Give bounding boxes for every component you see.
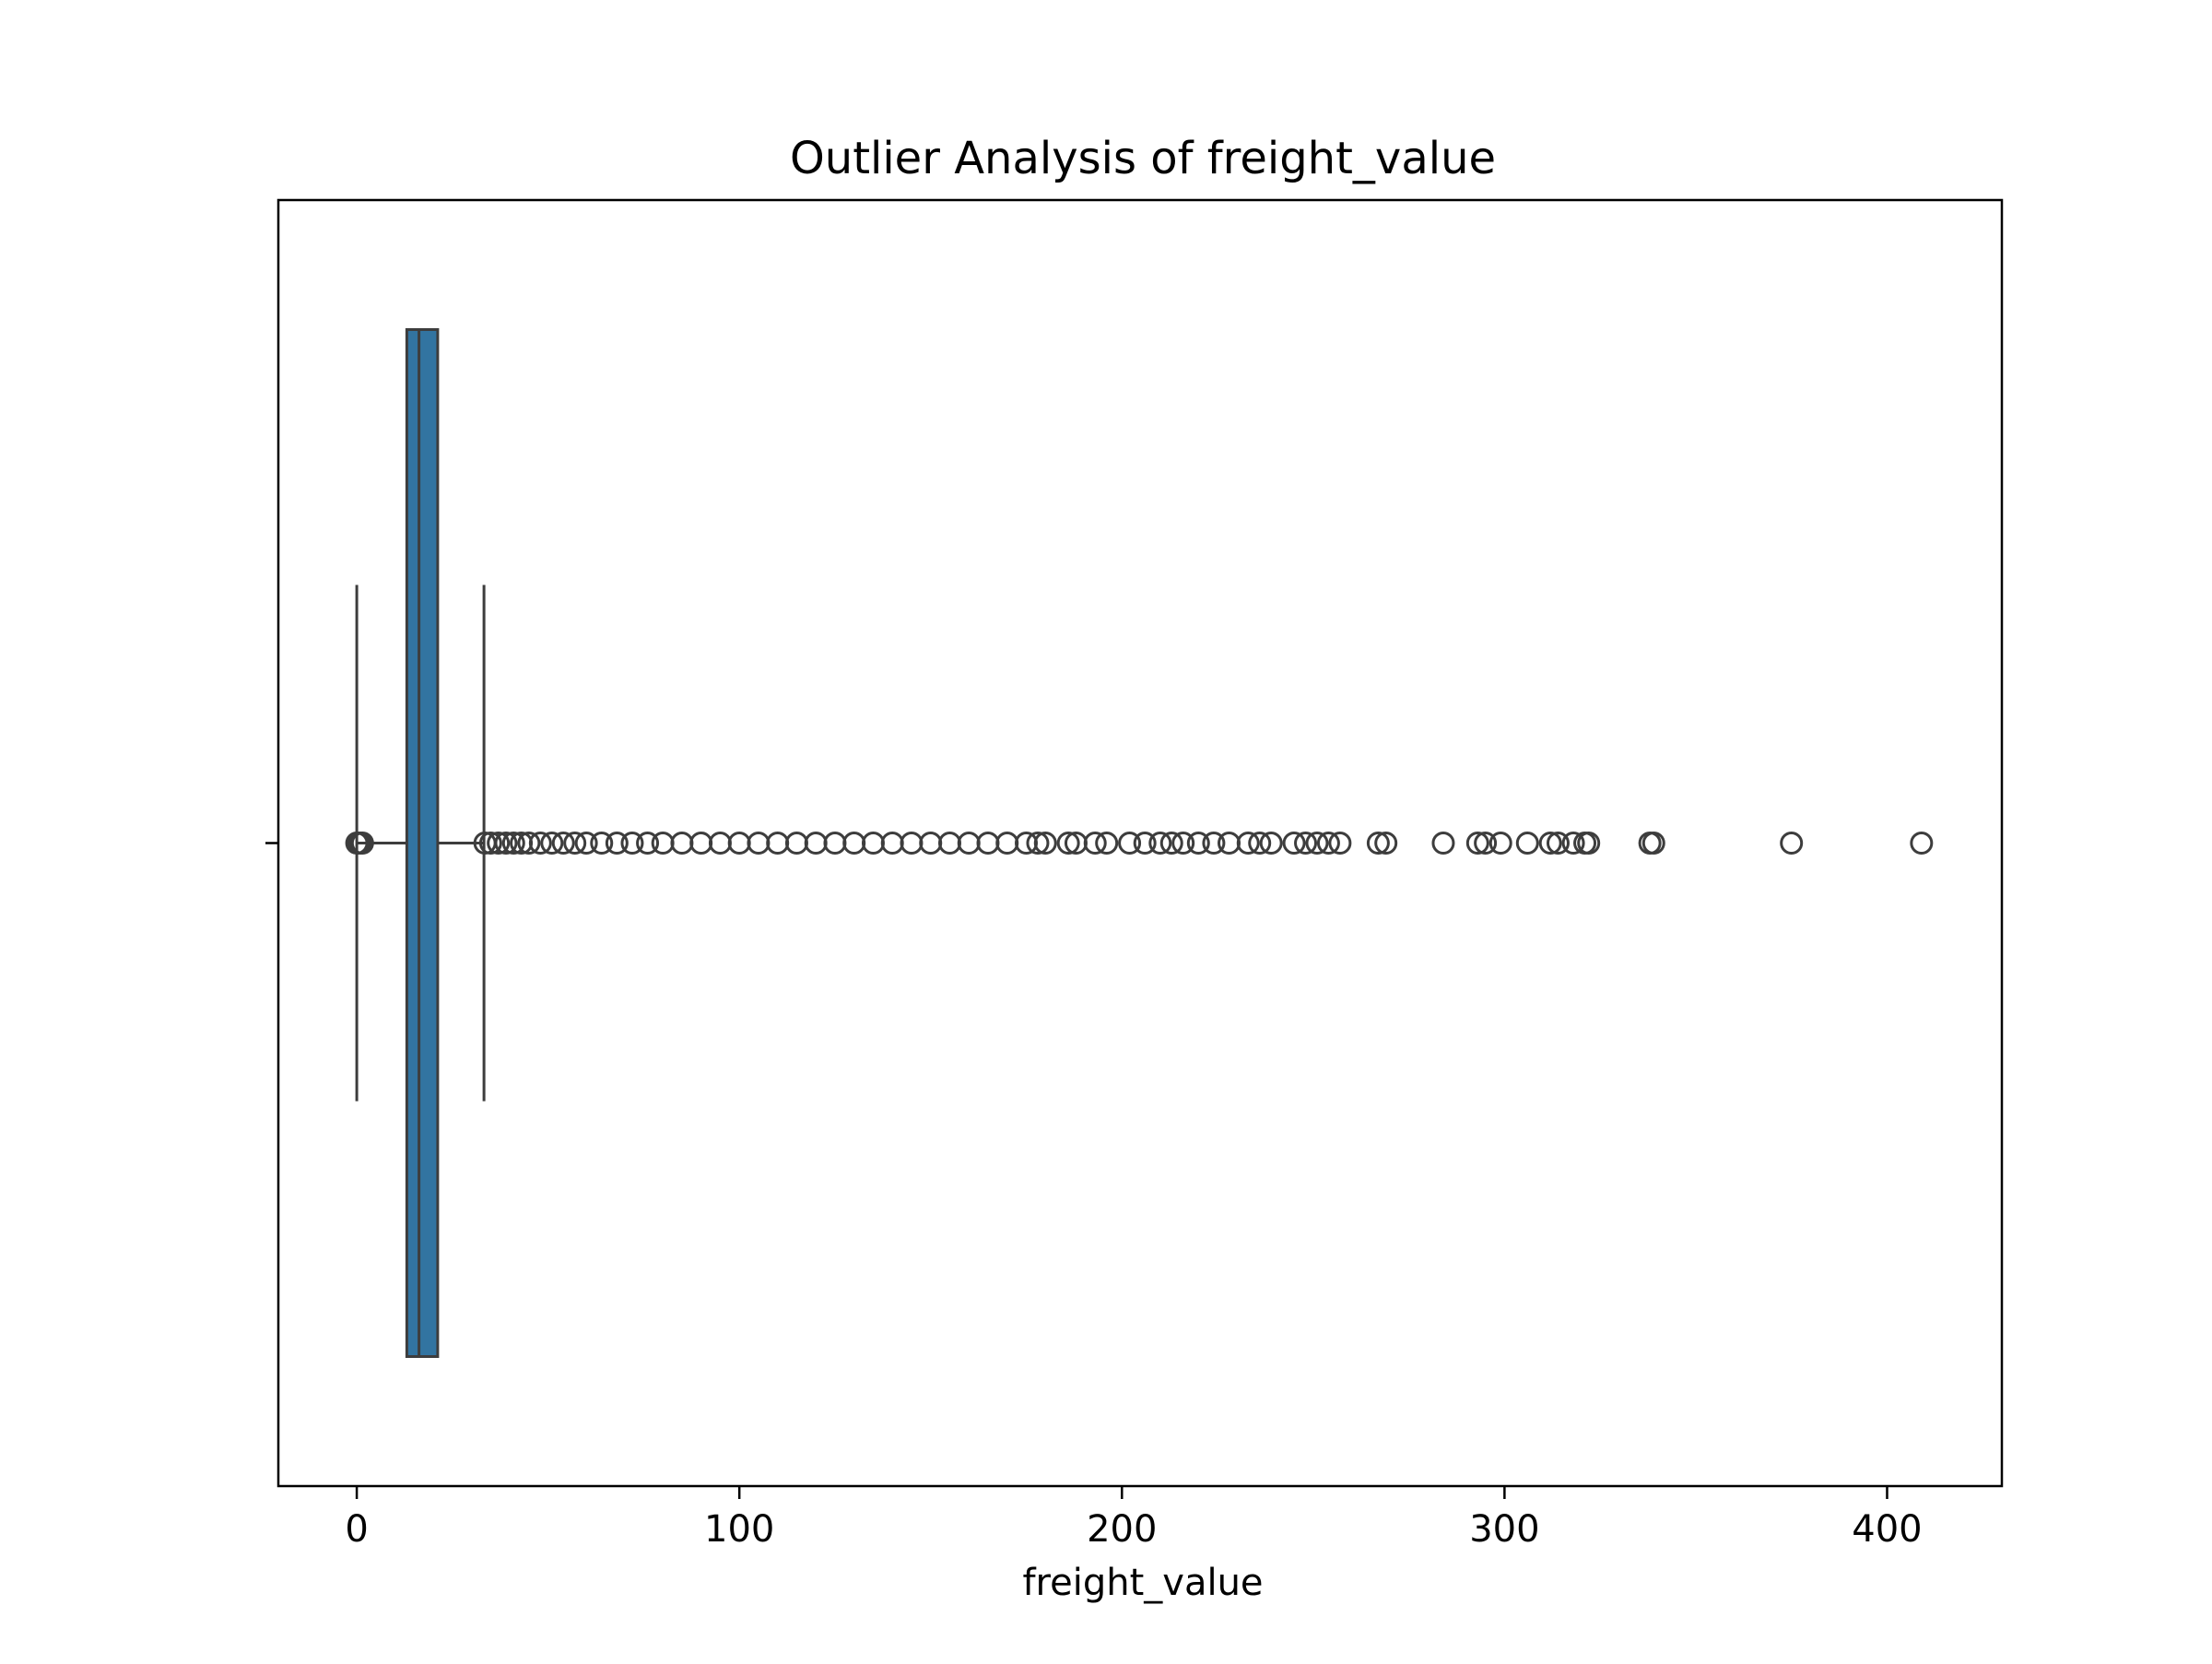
outlier-point	[478, 832, 502, 855]
chart-title: Outlier Analysis of freight_value	[790, 133, 1496, 184]
outlier-point	[501, 832, 525, 855]
outlier-point	[1474, 832, 1498, 855]
outlier-point	[540, 832, 564, 855]
outlier-point	[1546, 832, 1570, 855]
outlier-point	[1641, 832, 1665, 855]
outlier-point	[605, 832, 629, 855]
outlier-point	[1488, 832, 1512, 855]
outlier-point	[517, 832, 541, 855]
outlier-point	[1561, 832, 1585, 855]
outlier-point	[487, 832, 511, 855]
x-tick-label: 200	[1087, 1508, 1157, 1551]
outlier-point	[1294, 832, 1318, 855]
x-tick-label: 300	[1469, 1508, 1539, 1551]
outlier-point	[1910, 832, 1934, 855]
x-tick-label: 100	[704, 1508, 774, 1551]
outlier-point	[1202, 832, 1226, 855]
x-tick-label: 400	[1852, 1508, 1922, 1551]
outlier-point	[1236, 832, 1260, 855]
outlier-point	[1095, 832, 1119, 855]
outlier-point	[1374, 832, 1398, 855]
outlier-point	[1259, 832, 1283, 855]
outlier-point	[1316, 832, 1340, 855]
x-tick-label: 0	[345, 1508, 368, 1551]
plot-area: 0 100 200 300 400	[265, 198, 2004, 1551]
outlier-point	[590, 832, 614, 855]
outlier-point	[1033, 832, 1057, 855]
outlier-point	[563, 832, 587, 855]
outlier-point	[1118, 832, 1142, 855]
outlier-point	[1159, 832, 1183, 855]
outlier-point	[1026, 832, 1050, 855]
outlier-point	[1083, 832, 1107, 855]
outlier-point	[350, 832, 374, 855]
outlier-point	[636, 832, 660, 855]
outlier-point	[1431, 832, 1455, 855]
outlier-point	[551, 832, 575, 855]
outlier-point	[494, 832, 518, 855]
outlier-point	[1056, 832, 1080, 855]
iqr-box	[405, 328, 440, 1358]
outlier-point	[1577, 832, 1601, 855]
outlier-point	[1133, 832, 1157, 855]
x-axis-label: freight_value	[1022, 1562, 1263, 1604]
outlier-point	[620, 832, 644, 855]
outlier-point	[1171, 832, 1195, 855]
outlier-point	[574, 832, 598, 855]
outlier-point	[1780, 832, 1804, 855]
outlier-point	[1248, 832, 1272, 855]
outlier-point	[1305, 832, 1329, 855]
outlier-point	[528, 832, 552, 855]
outlier-point	[1328, 832, 1352, 855]
outlier-point	[1465, 832, 1489, 855]
outlier-point	[1515, 832, 1539, 855]
outlier-point	[1366, 832, 1390, 855]
outlier-point	[1148, 832, 1172, 855]
outlier-point	[1538, 832, 1562, 855]
outlier-point	[1186, 832, 1210, 855]
outlier-point	[1282, 832, 1306, 855]
